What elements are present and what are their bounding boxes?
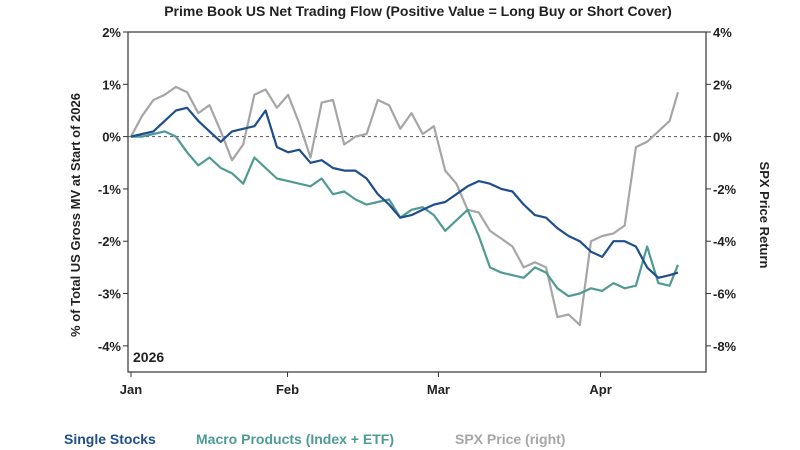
x-tick-label: Feb [276,382,299,397]
plot-border [127,31,707,373]
right-axis: 4% 2% 0% -2% -4% -6% -8% [706,25,737,354]
x-tick-label: Mar [427,382,450,397]
left-tick-label: 0% [102,130,121,145]
legend-item-spx: SPX Price (right) [455,431,565,447]
legend-item-macro-products: Macro Products (Index + ETF) [196,431,394,447]
series-line-spx [130,85,680,326]
right-tick-label: 2% [713,77,732,92]
plot-area [127,31,707,373]
left-tick-label: -2% [98,234,122,249]
chart-title: Prime Book US Net Trading Flow (Positive… [164,3,672,19]
right-tick-label: 4% [713,25,732,40]
legend: Single Stocks Macro Products (Index + ETF… [64,431,565,447]
legend-item-single-stocks: Single Stocks [64,431,156,447]
right-tick-label: -4% [713,234,737,249]
year-label: 2026 [133,349,164,365]
left-axis: 2% 1% 0% -1% -2% -3% -4% [98,25,128,354]
right-tick-label: -2% [713,182,737,197]
left-tick-label: 1% [102,77,121,92]
left-tick-label: -1% [98,182,122,197]
x-axis: Jan Feb Mar Apr [120,372,612,397]
left-tick-label: 2% [102,25,121,40]
left-tick-label: -3% [98,287,122,302]
series-line-single-stocks [130,106,679,279]
y-axis-right-label: SPX Price Return [757,162,772,269]
x-tick-label: Apr [589,382,611,397]
series-line-macro-products [131,130,680,298]
y-axis-left-label: % of Total US Gross MV at Start of 2026 [68,93,83,337]
right-tick-label: -8% [713,339,737,354]
series-layer [130,85,680,326]
right-tick-label: 0% [713,130,732,145]
left-tick-label: -4% [98,339,122,354]
right-tick-label: -6% [713,287,737,302]
x-tick-label: Jan [120,382,142,397]
